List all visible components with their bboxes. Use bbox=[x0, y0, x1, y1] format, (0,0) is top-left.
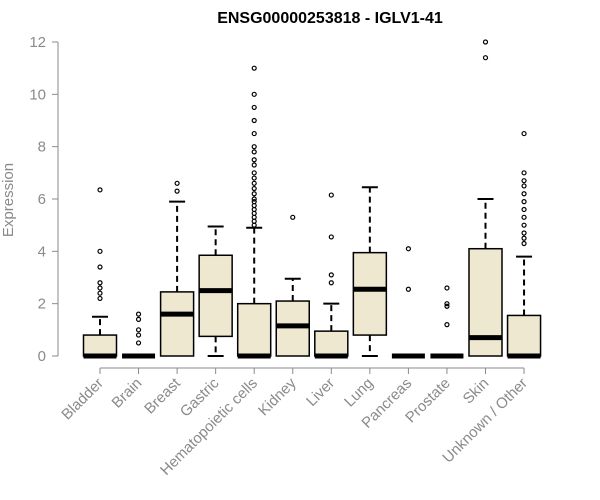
outlier-point bbox=[521, 130, 527, 137]
outlier-point bbox=[251, 162, 257, 168]
outlier-point bbox=[328, 192, 334, 198]
outlier-point bbox=[251, 185, 257, 192]
outlier-point bbox=[97, 295, 103, 302]
outlier-point bbox=[251, 170, 257, 176]
box-liver bbox=[314, 192, 349, 359]
box-iqr bbox=[82, 334, 118, 357]
outlier-point bbox=[135, 332, 142, 338]
y-tick-label: 2 bbox=[38, 296, 46, 313]
y-tick-label: 6 bbox=[38, 191, 46, 208]
box-lung bbox=[352, 186, 388, 357]
box-iqr bbox=[275, 300, 310, 357]
box-iqr bbox=[236, 302, 272, 357]
x-tick-label: Bladder bbox=[58, 375, 107, 424]
y-axis: 0 2 4 6 8 10 12 bbox=[29, 34, 59, 365]
outlier-point bbox=[251, 175, 257, 181]
box-iqr bbox=[506, 314, 542, 357]
box-iqr bbox=[159, 291, 195, 357]
outlier-point bbox=[97, 264, 103, 270]
y-tick-label: 8 bbox=[38, 139, 46, 156]
box-iqr bbox=[198, 254, 233, 338]
outlier-point bbox=[251, 104, 257, 111]
outlier-point bbox=[174, 188, 180, 194]
outlier-point bbox=[135, 311, 142, 317]
box-bladder bbox=[82, 187, 118, 359]
box-pancreas bbox=[391, 246, 425, 359]
outlier-point bbox=[328, 272, 334, 278]
x-tick-label: Skin bbox=[460, 375, 493, 408]
outlier-point bbox=[405, 286, 411, 292]
box-unknown-other bbox=[506, 130, 542, 359]
outlier-point bbox=[251, 191, 257, 197]
outlier-point bbox=[97, 290, 103, 296]
outlier-point bbox=[521, 235, 527, 241]
outlier-point bbox=[251, 199, 257, 205]
outlier-point bbox=[251, 117, 257, 124]
box-brain bbox=[122, 311, 156, 359]
box-kidney bbox=[275, 214, 310, 357]
outlier-point bbox=[444, 285, 450, 291]
outlier-point bbox=[251, 196, 257, 202]
box-iqr bbox=[314, 330, 349, 357]
outlier-point bbox=[444, 322, 450, 328]
y-tick-label: 10 bbox=[29, 86, 46, 103]
outlier-point bbox=[521, 214, 527, 220]
outlier-point bbox=[251, 144, 257, 150]
outlier-point bbox=[444, 303, 450, 309]
y-tick-label: 0 bbox=[38, 348, 46, 365]
outlier-point bbox=[290, 214, 296, 220]
outlier-point bbox=[521, 170, 527, 176]
y-axis-title: Expression bbox=[0, 163, 17, 237]
outlier-point bbox=[521, 222, 527, 228]
outlier-point bbox=[97, 280, 103, 286]
outlier-point bbox=[328, 280, 334, 286]
outlier-point bbox=[521, 191, 527, 197]
outlier-point bbox=[251, 130, 257, 137]
box-gastric bbox=[198, 225, 233, 357]
outlier-point bbox=[97, 187, 103, 193]
outlier-point bbox=[174, 180, 180, 186]
y-tick-label: 4 bbox=[38, 243, 46, 260]
outlier-point bbox=[328, 234, 334, 240]
outlier-point bbox=[251, 180, 257, 186]
outlier-point bbox=[521, 199, 527, 205]
outlier-point bbox=[521, 240, 527, 247]
chart-title: ENSG00000253818 - IGLV1-41 bbox=[217, 10, 443, 27]
boxes-group bbox=[82, 39, 542, 359]
outlier-point bbox=[97, 285, 103, 291]
x-tick-label: Liver bbox=[303, 375, 338, 410]
x-tick-label: Kidney bbox=[255, 374, 300, 419]
box-breast bbox=[159, 180, 195, 357]
outlier-point bbox=[521, 206, 527, 213]
outlier-point bbox=[521, 183, 527, 189]
x-tick-label: Lung bbox=[341, 375, 377, 411]
x-tick-label: Brain bbox=[109, 375, 146, 412]
outlier-point bbox=[482, 55, 489, 61]
outlier-point bbox=[251, 149, 257, 155]
outlier-point bbox=[251, 91, 257, 97]
box-skin bbox=[468, 39, 503, 357]
outlier-point bbox=[251, 157, 257, 163]
outlier-point bbox=[97, 248, 103, 254]
outlier-point bbox=[521, 178, 527, 184]
box-hematopoietic-cells bbox=[236, 65, 272, 359]
outlier-point bbox=[482, 39, 489, 45]
box-iqr bbox=[352, 251, 388, 336]
outlier-point bbox=[135, 327, 142, 333]
outlier-point bbox=[521, 230, 527, 236]
outlier-point bbox=[135, 340, 142, 346]
outlier-point bbox=[444, 301, 450, 307]
outlier-point bbox=[251, 65, 257, 71]
box-prostate bbox=[430, 285, 464, 359]
outlier-point bbox=[135, 316, 142, 322]
y-tick-label: 12 bbox=[29, 34, 46, 51]
x-tick-label: Breast bbox=[141, 374, 184, 417]
outlier-point bbox=[405, 246, 411, 252]
